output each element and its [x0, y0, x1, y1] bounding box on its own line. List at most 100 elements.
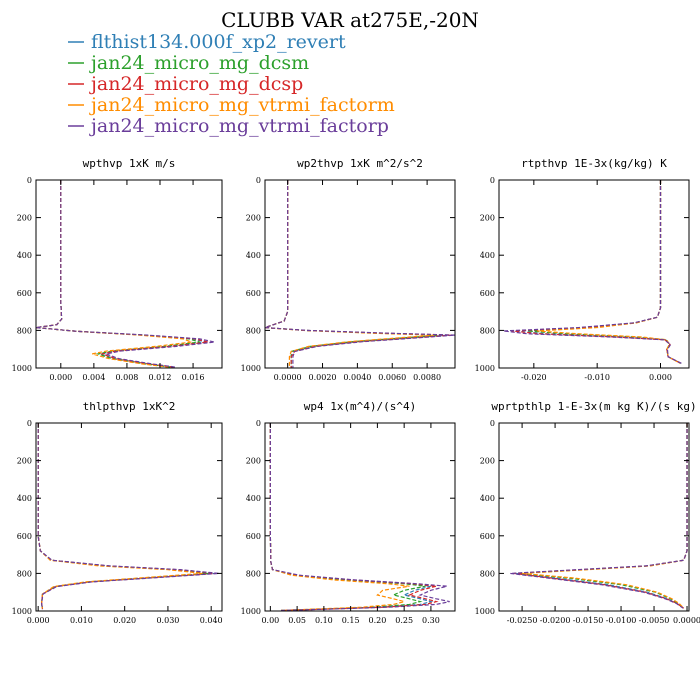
- x-tick-label: -0.020: [521, 373, 547, 382]
- x-tick-label: -0.0250: [507, 616, 538, 625]
- panel-1: wpthvp 1xK m/s 0 200 400 600 800 1000 0.000 0.00…: [12, 157, 223, 382]
- y-tick-label: 400: [480, 494, 495, 503]
- legend-entry: flthist134.000f_xp2_revert: [68, 31, 346, 53]
- y-tick-label: 0: [256, 419, 261, 428]
- legend-label: jan24_micro_mg_dcsp: [89, 73, 303, 95]
- series-line-4: [536, 180, 681, 364]
- plot-frame: [498, 179, 690, 369]
- y-tick-label: 600: [480, 289, 495, 298]
- x-tick-label: 0.0000: [673, 616, 700, 625]
- series-line-2: [37, 423, 210, 610]
- y-tick-label: 800: [17, 326, 32, 335]
- y-tick-label: 0: [490, 419, 495, 428]
- x-tick-label: 0.0080: [413, 373, 441, 382]
- series-line-2: [269, 423, 426, 611]
- x-tick-label: -0.0150: [573, 616, 604, 625]
- plot-frame: [264, 179, 456, 369]
- y-tick-label: 800: [17, 569, 32, 578]
- panel-title: wprtpthlp 1-E-3x(m kg K)/(s kg): [491, 400, 696, 413]
- y-tick-label: 0: [27, 176, 32, 185]
- series-line-5: [503, 180, 682, 364]
- y-tick-label: 200: [246, 214, 261, 223]
- y-tick-label: 1000: [241, 364, 261, 373]
- panel-6: wprtpthlp 1-E-3x(m kg K)/(s kg) 0 200 400 60…: [475, 400, 700, 625]
- series-line-5: [36, 180, 215, 368]
- series-line-3: [269, 423, 439, 611]
- x-tick-label: 0.25: [395, 616, 413, 625]
- y-tick-label: 200: [246, 457, 261, 466]
- panel-title: wp2thvp 1xK m^2/s^2: [297, 157, 423, 170]
- series-line-2: [527, 180, 682, 364]
- legend-label: flthist134.000f_xp2_revert: [91, 31, 346, 53]
- series-group: [37, 423, 220, 610]
- series-line-3: [37, 423, 217, 610]
- y-tick-label: 1000: [241, 607, 261, 616]
- y-tick-label: 600: [17, 289, 32, 298]
- x-tick-label: 0.05: [288, 616, 306, 625]
- series-group: [503, 180, 682, 364]
- y-tick-label: 0: [256, 176, 261, 185]
- x-tick-label: 0.030: [156, 616, 179, 625]
- x-tick-label: 0.000: [27, 616, 50, 625]
- legend-entry: jan24_micro_mg_dcsm: [68, 52, 309, 74]
- x-tick-label: 0.012: [149, 373, 172, 382]
- series-line-4: [36, 180, 192, 368]
- y-tick-label: 600: [246, 289, 261, 298]
- y-tick-label: 400: [17, 251, 32, 260]
- x-tick-label: -0.0200: [540, 616, 571, 625]
- plot-frame: [35, 422, 223, 612]
- y-tick-label: 1000: [12, 364, 32, 373]
- series-line-3: [514, 423, 688, 609]
- series-line-3: [511, 180, 682, 364]
- y-tick-label: 1000: [12, 607, 32, 616]
- y-tick-label: 400: [246, 494, 261, 503]
- series-group: [510, 423, 688, 609]
- panel-title: wp4 1x(m^4)/(s^4): [304, 400, 417, 413]
- series-line-5: [510, 423, 688, 609]
- series-line-4: [269, 423, 410, 611]
- y-tick-label: 600: [17, 532, 32, 541]
- y-tick-label: 200: [17, 214, 32, 223]
- series-line-2: [265, 180, 442, 368]
- series-group: [36, 180, 215, 368]
- x-tick-label: 0.30: [422, 616, 440, 625]
- legend-label: jan24_micro_mg_vtrmi_factorp: [89, 115, 389, 137]
- panel-3: rtpthvp 1E-3x(kg/kg) K 0 200 400 600 800 1000 -…: [475, 157, 690, 382]
- series-line-1: [265, 180, 449, 368]
- x-tick-label: 0.016: [182, 373, 205, 382]
- series-line-1: [515, 423, 688, 609]
- panel-title: rtpthvp 1E-3x(kg/kg) K: [521, 157, 667, 170]
- y-tick-label: 0: [490, 176, 495, 185]
- x-tick-label: 0.0020: [309, 373, 337, 382]
- x-tick-label: -0.0100: [606, 616, 637, 625]
- legend-label: jan24_micro_mg_dcsm: [89, 52, 309, 74]
- y-tick-label: 400: [17, 494, 32, 503]
- plot-frame: [498, 422, 690, 612]
- x-tick-label: 0.004: [82, 373, 105, 382]
- y-tick-label: 1000: [475, 364, 495, 373]
- x-tick-label: 0.0000: [274, 373, 302, 382]
- series-line-2: [518, 423, 688, 609]
- legend-entry: jan24_micro_mg_vtrmi_factorp: [68, 115, 389, 137]
- y-tick-label: 800: [480, 569, 495, 578]
- legend-label: jan24_micro_mg_vtrmi_factorm: [89, 94, 395, 116]
- x-tick-label: 0.040: [200, 616, 223, 625]
- series-group: [265, 180, 455, 368]
- x-tick-label: 0.0040: [343, 373, 371, 382]
- legend-entry: jan24_micro_mg_dcsp: [68, 73, 303, 95]
- x-tick-label: 0.000: [49, 373, 72, 382]
- legend-entry: jan24_micro_mg_vtrmi_factorm: [68, 94, 395, 116]
- panel-2: wp2thvp 1xK m^2/s^2 0 200 400 600 800 1000 0.00…: [241, 157, 456, 382]
- x-tick-label: 0.00: [261, 616, 279, 625]
- y-tick-label: 800: [246, 569, 261, 578]
- series-line-3: [265, 180, 452, 368]
- y-tick-label: 600: [480, 532, 495, 541]
- y-tick-label: 0: [27, 419, 32, 428]
- series-line-4: [37, 423, 203, 610]
- panel-title: thlpthvp 1xK^2: [83, 400, 176, 413]
- x-tick-label: 0.20: [368, 616, 386, 625]
- x-tick-label: 0.000: [649, 373, 672, 382]
- x-tick-label: 0.10: [315, 616, 333, 625]
- series-line-5: [37, 423, 220, 610]
